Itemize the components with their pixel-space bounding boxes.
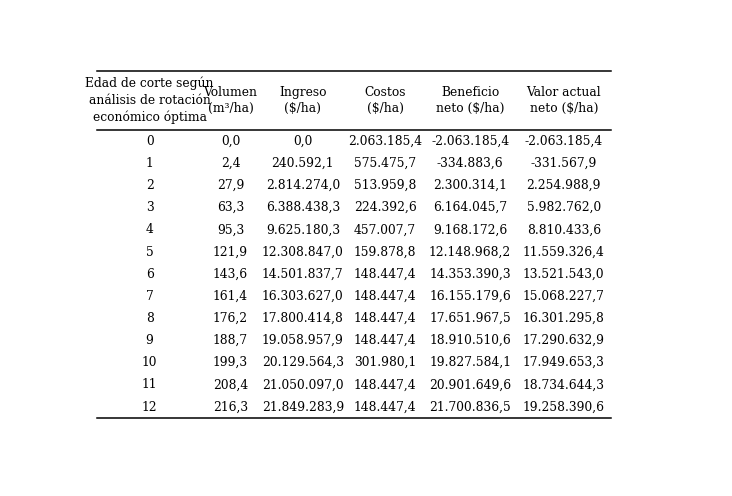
- Text: 148.447,4: 148.447,4: [354, 401, 417, 414]
- Text: -331.567,9: -331.567,9: [531, 157, 597, 170]
- Text: 513.959,8: 513.959,8: [354, 179, 417, 192]
- Text: Costos
($/ha): Costos ($/ha): [365, 86, 406, 116]
- Text: 14.501.837,7: 14.501.837,7: [262, 268, 343, 281]
- Text: 16.303.627,0: 16.303.627,0: [262, 290, 344, 303]
- Text: 12.308.847,0: 12.308.847,0: [262, 246, 344, 258]
- Text: 301.980,1: 301.980,1: [354, 356, 417, 369]
- Text: 17.290.632,9: 17.290.632,9: [523, 334, 605, 347]
- Text: 0,0: 0,0: [221, 135, 240, 148]
- Text: 20.901.649,6: 20.901.649,6: [429, 378, 511, 391]
- Text: 12.148.968,2: 12.148.968,2: [429, 246, 511, 258]
- Text: 11.559.326,4: 11.559.326,4: [523, 246, 605, 258]
- Text: 240.592,1: 240.592,1: [272, 157, 334, 170]
- Text: -2.063.185,4: -2.063.185,4: [525, 135, 603, 148]
- Text: 7: 7: [146, 290, 154, 303]
- Text: 216,3: 216,3: [213, 401, 248, 414]
- Text: Edad de corte según
análisis de rotación
económico óptima: Edad de corte según análisis de rotación…: [86, 77, 214, 124]
- Text: 12: 12: [142, 401, 157, 414]
- Text: 19.258.390,6: 19.258.390,6: [523, 401, 605, 414]
- Text: 575.475,7: 575.475,7: [354, 157, 416, 170]
- Text: 161,4: 161,4: [213, 290, 248, 303]
- Text: 2,4: 2,4: [220, 157, 240, 170]
- Text: 16.301.295,8: 16.301.295,8: [523, 312, 605, 325]
- Text: 8: 8: [146, 312, 154, 325]
- Text: 4: 4: [146, 223, 154, 237]
- Text: 3: 3: [146, 201, 154, 214]
- Text: 6.388.438,3: 6.388.438,3: [266, 201, 340, 214]
- Text: 63,3: 63,3: [217, 201, 244, 214]
- Text: Volumen
(m³/ha): Volumen (m³/ha): [203, 86, 258, 116]
- Text: 224.392,6: 224.392,6: [354, 201, 417, 214]
- Text: 159.878,8: 159.878,8: [354, 246, 417, 258]
- Text: 9.625.180,3: 9.625.180,3: [266, 223, 340, 237]
- Text: 2.814.274,0: 2.814.274,0: [266, 179, 340, 192]
- Text: 1: 1: [146, 157, 154, 170]
- Text: 20.129.564,3: 20.129.564,3: [262, 356, 344, 369]
- Text: 13.521.543,0: 13.521.543,0: [523, 268, 605, 281]
- Text: 18.734.644,3: 18.734.644,3: [523, 378, 605, 391]
- Text: 8.810.433,6: 8.810.433,6: [527, 223, 601, 237]
- Text: 19.058.957,9: 19.058.957,9: [262, 334, 344, 347]
- Text: 2.063.185,4: 2.063.185,4: [348, 135, 422, 148]
- Text: 27,9: 27,9: [217, 179, 244, 192]
- Text: 121,9: 121,9: [213, 246, 248, 258]
- Text: 148.447,4: 148.447,4: [354, 268, 417, 281]
- Text: 148.447,4: 148.447,4: [354, 378, 417, 391]
- Text: 188,7: 188,7: [213, 334, 248, 347]
- Text: 143,6: 143,6: [213, 268, 248, 281]
- Text: 14.353.390,3: 14.353.390,3: [430, 268, 511, 281]
- Text: 2.254.988,9: 2.254.988,9: [526, 179, 601, 192]
- Text: 176,2: 176,2: [213, 312, 248, 325]
- Text: 16.155.179,6: 16.155.179,6: [429, 290, 511, 303]
- Text: 9: 9: [146, 334, 154, 347]
- Text: Valor actual
neto ($/ha): Valor actual neto ($/ha): [526, 86, 601, 116]
- Text: 21.050.097,0: 21.050.097,0: [262, 378, 343, 391]
- Text: 199,3: 199,3: [213, 356, 248, 369]
- Text: 148.447,4: 148.447,4: [354, 334, 417, 347]
- Text: 6: 6: [146, 268, 154, 281]
- Text: 17.949.653,3: 17.949.653,3: [523, 356, 605, 369]
- Text: Ingreso
($/ha): Ingreso ($/ha): [279, 86, 326, 116]
- Text: 208,4: 208,4: [213, 378, 248, 391]
- Text: 457.007,7: 457.007,7: [354, 223, 416, 237]
- Text: 17.800.414,8: 17.800.414,8: [262, 312, 344, 325]
- Text: 10: 10: [142, 356, 157, 369]
- Text: 5.982.762,0: 5.982.762,0: [526, 201, 601, 214]
- Text: -334.883,6: -334.883,6: [437, 157, 504, 170]
- Text: 2: 2: [146, 179, 154, 192]
- Text: 5: 5: [146, 246, 154, 258]
- Text: 148.447,4: 148.447,4: [354, 290, 417, 303]
- Text: 148.447,4: 148.447,4: [354, 312, 417, 325]
- Text: -2.063.185,4: -2.063.185,4: [431, 135, 509, 148]
- Text: 2.300.314,1: 2.300.314,1: [433, 179, 507, 192]
- Text: 17.651.967,5: 17.651.967,5: [429, 312, 511, 325]
- Text: Beneficio
neto ($/ha): Beneficio neto ($/ha): [436, 86, 504, 116]
- Text: 95,3: 95,3: [217, 223, 244, 237]
- Text: 9.168.172,6: 9.168.172,6: [433, 223, 507, 237]
- Text: 18.910.510,6: 18.910.510,6: [429, 334, 511, 347]
- Text: 0: 0: [146, 135, 154, 148]
- Text: 19.827.584,1: 19.827.584,1: [429, 356, 511, 369]
- Text: 6.164.045,7: 6.164.045,7: [433, 201, 507, 214]
- Text: 0,0: 0,0: [293, 135, 313, 148]
- Text: 15.068.227,7: 15.068.227,7: [523, 290, 605, 303]
- Text: 21.700.836,5: 21.700.836,5: [429, 401, 511, 414]
- Text: 21.849.283,9: 21.849.283,9: [262, 401, 344, 414]
- Text: 11: 11: [142, 378, 157, 391]
